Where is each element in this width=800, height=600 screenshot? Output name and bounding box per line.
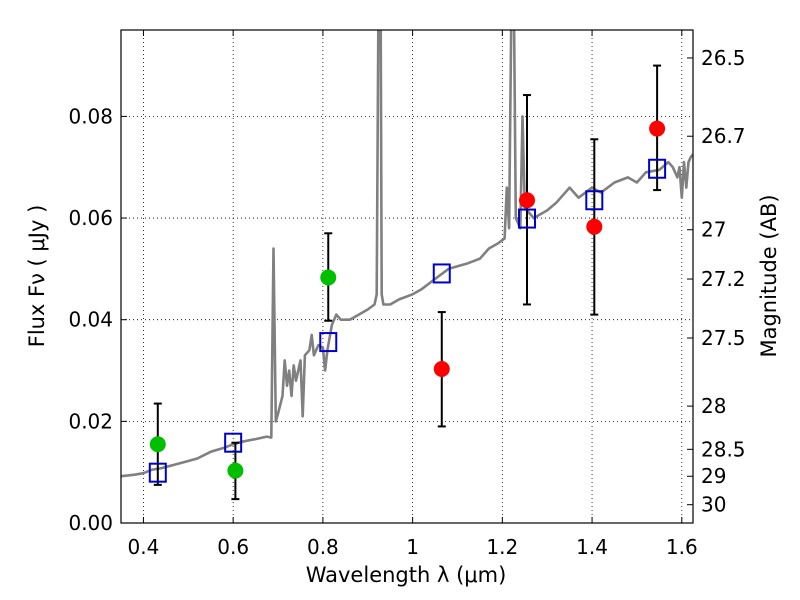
model-point (148, 462, 167, 483)
x-tick-label: 0.4 (128, 535, 160, 559)
x-tick-label: 1.4 (576, 535, 608, 559)
data-point (649, 120, 666, 137)
x-tick-label: 0.8 (307, 535, 339, 559)
right-tick-label: 28.5 (701, 437, 746, 461)
right-tick-label: 28 (701, 394, 726, 418)
model-point (648, 158, 667, 179)
data-point (586, 218, 603, 235)
y-axis-right-label: Magnitude (AB) (757, 194, 781, 357)
data-point (320, 269, 337, 286)
axes: 0.4 0.6 0.8 1 1.2 1.4 1.6 0.00 0.02 0.04 0.06 0.08 2… (68, 30, 746, 559)
model-point (518, 208, 537, 229)
right-tick-label: 26.7 (701, 124, 746, 148)
data-point (227, 462, 244, 479)
model-point (585, 190, 604, 211)
x-tick-label: 1.6 (666, 535, 698, 559)
data-point (433, 361, 450, 378)
data-point (519, 192, 536, 209)
y-tick-label: 0.08 (68, 104, 113, 128)
right-tick-label: 27.2 (701, 267, 746, 291)
right-tick-label: 27 (701, 218, 726, 242)
y-tick-label: 0.04 (68, 308, 113, 332)
x-tick-label: 1 (406, 535, 419, 559)
y-tick-label: 0.00 (68, 511, 113, 535)
x-axis-label: Wavelength λ (μm) (306, 563, 507, 587)
right-tick-label: 29 (701, 464, 726, 488)
y-axis-label: Flux Fν ( μJy ) (25, 205, 49, 348)
grid (121, 30, 693, 523)
right-tick-label: 26.5 (701, 46, 746, 70)
y-tick-label: 0.06 (68, 206, 113, 230)
x-tick-label: 1.2 (486, 535, 518, 559)
plot-frame (120, 29, 694, 524)
right-tick-label: 30 (701, 493, 726, 517)
data-point (149, 436, 166, 453)
plot-area (121, 30, 693, 501)
spectrum-line (121, 30, 693, 478)
model-point (319, 332, 338, 353)
model-point (224, 432, 243, 453)
model-point (432, 263, 451, 284)
x-tick-label: 0.6 (217, 535, 249, 559)
y-tick-label: 0.02 (68, 409, 113, 433)
right-tick-label: 27.5 (701, 326, 746, 350)
